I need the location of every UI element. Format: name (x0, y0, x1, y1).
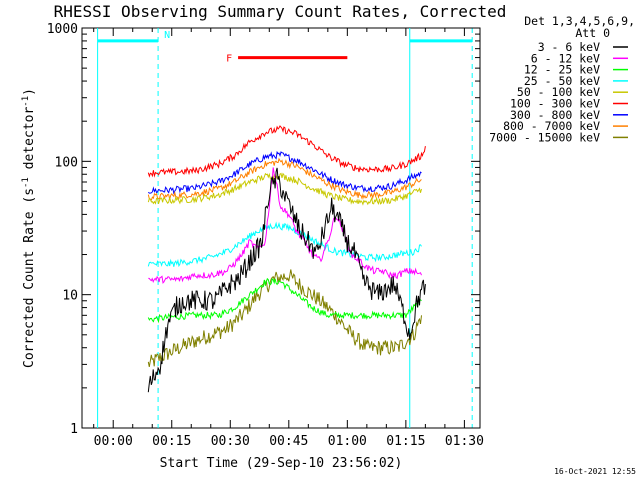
legend-entry-label: 3 - 6 keV (538, 40, 600, 54)
legend-entry-label: 100 - 300 keV (510, 97, 600, 111)
x-axis: 00:00 00:15 00:30 00:45 01:00 01:15 01:30 (93, 28, 484, 449)
chart-title: RHESSI Observing Summary Count Rates, Co… (54, 2, 507, 21)
x-tick-label: 01:15 (386, 434, 425, 449)
series-line (147, 277, 422, 324)
x-tick-label: 00:00 (94, 434, 133, 449)
x-tick-label: 01:00 (328, 434, 367, 449)
x-tick-label: 00:30 (211, 434, 250, 449)
series-line (147, 157, 422, 201)
legend-entry-label: 12 - 25 keV (524, 63, 600, 77)
legend-entry-label: 6 - 12 keV (531, 51, 600, 65)
plot-frame (81, 27, 481, 429)
vertical-markers (97, 28, 473, 428)
x-axis-label: Start Time (29-Sep-10 23:56:02) (160, 456, 403, 471)
series-line (147, 221, 422, 268)
series-line (148, 150, 422, 195)
legend-entry-label: 50 - 100 keV (517, 85, 600, 99)
x-tick-label: 01:30 (445, 434, 484, 449)
y-axis: 1 10 100 1000 (47, 22, 480, 437)
legend-entry-label: 300 - 800 keV (510, 108, 600, 122)
y-tick-label: 1 (70, 422, 78, 437)
legend-entry-label: 7000 - 15000 keV (489, 130, 600, 144)
x-tick-label: 00:45 (269, 434, 308, 449)
y-tick-label: 10 (62, 289, 78, 304)
series-lines (147, 125, 426, 393)
series-line (147, 125, 426, 178)
series-line (148, 167, 422, 284)
flag-bar-label: N (164, 30, 170, 41)
y-axis-label: Corrected Count Rate (s-1 detector-1) (21, 88, 37, 368)
series-line (147, 269, 422, 367)
legend-entry-label: 25 - 50 keV (524, 74, 600, 88)
legend-entry-label: 800 - 7000 keV (503, 119, 600, 133)
timestamp: 16-Oct-2021 12:55 (554, 467, 636, 476)
legend-header-attenuator: Att 0 (575, 26, 610, 40)
y-tick-label: 100 (55, 155, 78, 170)
series-line (147, 172, 422, 206)
series-line (147, 167, 426, 393)
y-tick-label: 1000 (47, 22, 78, 37)
x-tick-label: 00:15 (152, 434, 191, 449)
legend-header-detectors: Det 1,3,4,5,6,9, (524, 14, 635, 28)
flag-bars: NF (97, 30, 473, 65)
flag-bar-label: F (226, 54, 232, 65)
plot-area: NF (97, 28, 473, 428)
